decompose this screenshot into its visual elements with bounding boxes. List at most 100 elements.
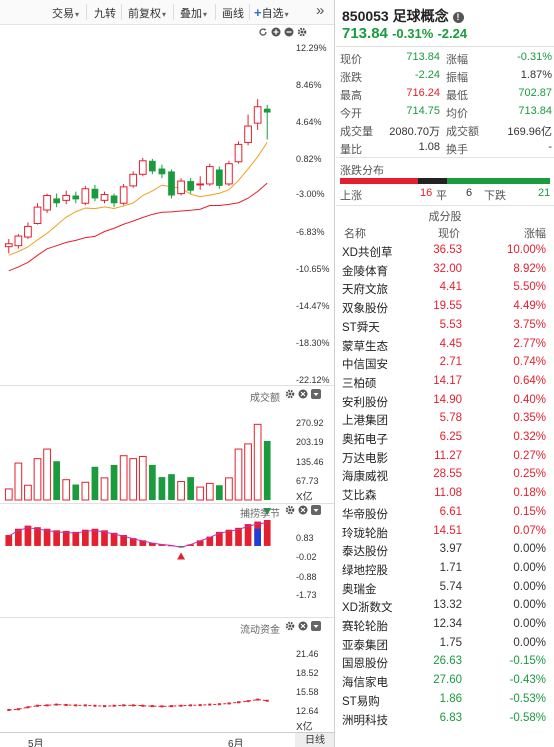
table-row[interactable]: 洲明科技 6.83 -0.58% [340,710,552,728]
period-selector[interactable]: 日线 [295,733,334,747]
table-row[interactable]: XD共创草 36.53 10.00% [340,242,552,260]
dropdown-icon[interactable] [311,621,321,634]
season-bar [235,527,242,546]
season-bar [139,540,147,546]
flow-point [265,699,269,702]
volume-bar [149,464,156,500]
season-bar [82,529,89,546]
settings-gear-icon[interactable] [297,27,307,40]
toolbar-jiuzhuan-button[interactable]: 九转 [94,8,116,20]
zoom-in-icon[interactable] [271,27,281,40]
gear-icon[interactable] [285,389,295,402]
table-row[interactable]: 万达电影 11.27 0.27% [340,448,552,466]
x-axis-label: 6月 [228,739,244,747]
season-bar [216,531,223,546]
stock-price-cell: 13.32 [433,599,462,612]
table-row[interactable]: 安利股份 14.90 0.40% [340,392,552,410]
toolbar-trade-menu[interactable]: 交易▾ [52,8,80,20]
stat-label: 涨幅 [446,54,468,66]
quote-header: 850053 足球概念 ! [342,6,464,26]
table-row[interactable]: 海信家电 27.60 -0.43% [340,672,552,690]
toolbar-draw-button[interactable]: 画线 [222,8,244,20]
price-axis-label: 4.64% [296,117,322,127]
stock-price-cell: 5.53 [439,318,462,331]
table-row[interactable]: 天府文旅 4.41 5.50% [340,279,552,297]
table-row[interactable]: 奥拓电子 6.25 0.32% [340,429,552,447]
volume-unit-label: X亿 [296,492,313,503]
stock-price-cell: 26.63 [433,655,462,668]
candle-body [81,188,90,204]
candle-body [62,195,71,201]
close-icon[interactable] [298,621,308,634]
chart-area[interactable]: 交易▾ 九转 前复权▾ 叠加▾ 画线 +自选▾ » 12.29% 8.46% 4… [0,0,335,747]
table-row[interactable]: 三柏硕 14.17 0.64% [340,373,552,391]
stat-label: 振幅 [446,72,468,84]
table-row[interactable]: XD浙数文 13.32 0.00% [340,597,552,615]
column-header-change[interactable]: 涨幅 [524,228,546,240]
stock-name-cell: 国恩股份 [342,658,388,671]
volume-axis-label: 203.19 [296,437,324,447]
volume-bar [263,440,271,500]
volume-bar [81,481,90,501]
close-icon[interactable] [298,389,308,402]
stock-price-cell: 1.86 [439,692,462,705]
stock-name-cell: 蒙草生态 [342,340,388,353]
table-row[interactable]: 玲珑轮胎 14.51 0.07% [340,523,552,541]
column-header-name[interactable]: 名称 [344,228,366,240]
close-icon[interactable] [298,505,308,518]
stock-change-cell: 0.00% [513,599,546,612]
table-row[interactable]: ST舜天 5.53 3.75% [340,317,552,335]
stock-price-cell: 1.71 [439,561,462,574]
flow-panel-title: 流动资金 [240,625,280,636]
gear-icon[interactable] [285,505,295,518]
table-row[interactable]: 蒙草生态 4.45 2.77% [340,336,552,354]
constituents-title: 成分股 [428,211,462,223]
table-row[interactable]: 亚泰集团 1.75 0.00% [340,635,552,653]
column-header-price[interactable]: 现价 [438,228,460,240]
stock-name-cell: 天府文旅 [342,284,388,297]
table-row[interactable]: 泰达股份 3.97 0.00% [340,541,552,559]
season-bar [187,544,194,546]
stat-value: 169.96亿 [507,126,552,138]
table-row[interactable]: 金陵体育 32.00 8.92% [340,261,552,279]
info-icon[interactable]: ! [452,12,464,23]
table-row[interactable]: 中信国安 2.71 0.74% [340,354,552,372]
dropdown-icon[interactable] [311,389,321,402]
toolbar-adjust-menu[interactable]: 前复权▾ [128,8,167,20]
table-row[interactable]: 双象股份 19.55 4.49% [340,298,552,316]
kline-chart[interactable] [0,0,335,747]
candle-body [72,195,80,200]
stock-change-cell: 0.15% [513,505,546,518]
volume-axis-label: 135.46 [296,457,324,467]
table-row[interactable]: 上港集团 5.78 0.35% [340,410,552,428]
season-bar [101,530,108,546]
stock-change-cell: 0.64% [513,374,546,387]
zoom-out-icon[interactable] [284,27,294,40]
table-row[interactable]: 绿地控股 1.71 0.00% [340,560,552,578]
candle-body [263,108,271,113]
table-row[interactable]: 奥瑞金 5.74 0.00% [340,579,552,597]
table-row[interactable]: 艾比森 11.08 0.18% [340,485,552,503]
toolbar-watchlist-menu[interactable]: +自选▾ [254,5,289,20]
gear-icon[interactable] [285,621,295,634]
candle-body [53,198,60,204]
table-row[interactable]: 国恩股份 26.63 -0.15% [340,653,552,671]
table-row[interactable]: 赛轮轮胎 12.34 0.00% [340,616,552,634]
table-row[interactable]: 海康威视 28.55 0.25% [340,466,552,484]
more-chevron-icon[interactable]: » [316,2,325,19]
stat-value: -2.24 [414,69,440,81]
volume-bar [158,477,166,500]
stock-price-cell: 5.74 [439,580,462,593]
table-row[interactable]: 华帝股份 6.61 0.15% [340,504,552,522]
quote-stat-row: 最高 716.24 最低 702.87 [340,85,552,103]
season-bar [263,520,271,546]
refresh-icon[interactable] [258,27,268,40]
toolbar-overlay-menu[interactable]: 叠加▾ [180,8,208,20]
dropdown-icon[interactable] [311,505,321,518]
candle-body [225,163,233,185]
stock-change-cell: 0.07% [513,524,546,537]
table-row[interactable]: ST易购 1.86 -0.53% [340,691,552,709]
stock-name-cell: 洲明科技 [342,714,388,727]
volume-bar [138,455,147,501]
stock-change-cell: 0.27% [513,449,546,462]
